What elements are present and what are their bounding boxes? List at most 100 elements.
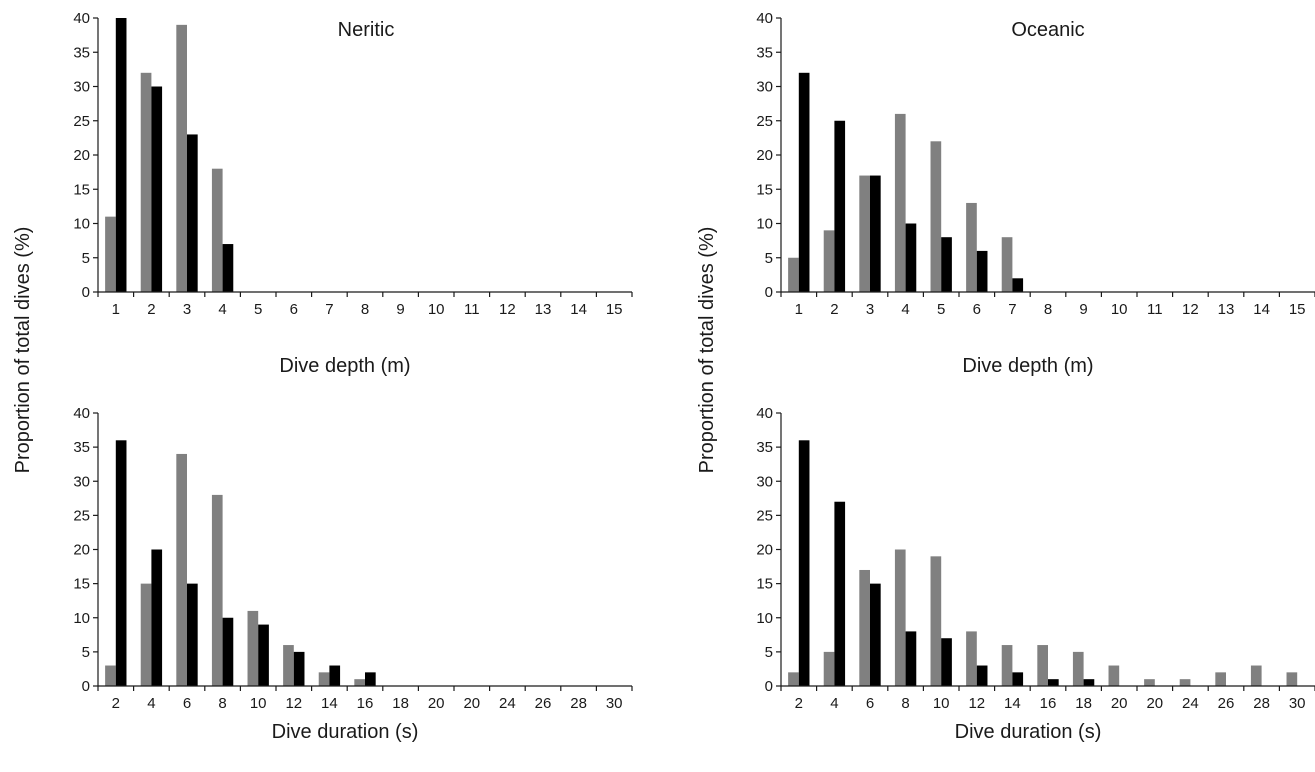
oceanic-duration-bar-s1-1 — [788, 672, 799, 686]
oceanic-duration-y-tick-label: 10 — [756, 610, 773, 627]
oceanic-depth-y-tick-label: 0 — [765, 284, 773, 301]
neritic-depth-x-tick-label: 10 — [428, 301, 445, 318]
neritic-depth-y-tick-label: 0 — [82, 284, 90, 301]
neritic-duration-y-tick-label: 30 — [73, 473, 90, 490]
oceanic-depth-y-tick-label: 30 — [756, 79, 773, 96]
oceanic-duration-x-tick-label: 8 — [901, 695, 909, 712]
oceanic-depth-y-tick-label: 40 — [756, 10, 773, 27]
oceanic-duration-x-tick-label: 20 — [1111, 695, 1128, 712]
neritic-depth-x-tick-label: 3 — [183, 301, 191, 318]
oceanic-duration-x-axis-title: Dive duration (s) — [955, 721, 1102, 743]
oceanic-duration-x-tick-label: 18 — [1075, 695, 1092, 712]
neritic-depth-bar-s1-4 — [211, 168, 223, 292]
neritic-depth-x-tick-label: 4 — [218, 301, 226, 318]
neritic-duration-x-tick-label: 12 — [285, 695, 302, 712]
neritic-duration-x-tick-label: 16 — [357, 695, 374, 712]
oceanic-duration-bar-s2-2 — [834, 501, 846, 686]
oceanic-duration-bar-s1-15 — [1286, 672, 1298, 686]
neritic-duration-bar-s2-5 — [258, 624, 269, 686]
neritic-depth-x-tick-label: 13 — [535, 301, 552, 318]
neritic-depth-x-tick-label: 14 — [570, 301, 587, 318]
oceanic-duration-x-tick-label: 2 — [795, 695, 803, 712]
oceanic-duration-bar-s1-9 — [1072, 651, 1084, 687]
oceanic-duration-y-tick-label: 30 — [756, 473, 773, 490]
neritic-duration-y-tick-label: 10 — [73, 610, 90, 627]
oceanic-duration-y-tick-label: 20 — [756, 542, 773, 559]
neritic-duration-bar-s1-3 — [176, 453, 187, 686]
neritic-duration-y-tick-label: 15 — [73, 576, 90, 593]
neritic-depth-x-tick-label: 8 — [361, 301, 369, 318]
neritic-duration-y-tick-label: 35 — [73, 439, 90, 456]
neritic-duration-x-tick-label: 30 — [606, 695, 623, 712]
neritic-depth-x-tick-label: 2 — [147, 301, 155, 318]
oceanic-depth-x-tick-label: 1 — [795, 301, 803, 318]
neritic-duration-x-tick-label: 6 — [183, 695, 191, 712]
oceanic-duration-x-tick-label: 4 — [830, 695, 838, 712]
neritic-duration-y-tick-label: 0 — [82, 678, 90, 695]
oceanic-duration-bar-s1-13 — [1215, 672, 1226, 686]
neritic-duration-x-tick-label: 14 — [321, 695, 338, 712]
oceanic-duration-bar-s2-5 — [941, 638, 952, 686]
oceanic-depth-bar-s2-1 — [798, 72, 810, 292]
neritic-depth-x-tick-label: 5 — [254, 301, 262, 318]
neritic-duration-x-tick-label: 20 — [463, 695, 480, 712]
oceanic-depth-x-tick-label: 5 — [937, 301, 945, 318]
oceanic-duration-x-tick-label: 26 — [1218, 695, 1235, 712]
neritic-duration-bar-s1-8 — [354, 679, 365, 686]
oceanic-depth-bar-s1-4 — [894, 113, 906, 293]
oceanic-duration-x-tick-label: 14 — [1004, 695, 1021, 712]
oceanic-duration-x-tick-label: 10 — [933, 695, 950, 712]
neritic-duration-x-tick-label: 28 — [570, 695, 587, 712]
oceanic-duration-bar-s2-7 — [1012, 672, 1024, 686]
neritic-duration-y-tick-label: 20 — [73, 542, 90, 559]
oceanic-depth-x-tick-label: 9 — [1079, 301, 1087, 318]
neritic-duration-y-tick-label: 40 — [73, 405, 90, 422]
oceanic-duration-x-tick-label: 30 — [1289, 695, 1306, 712]
neritic-depth-bar-s2-2 — [151, 86, 163, 292]
neritic-duration-x-tick-label: 8 — [218, 695, 226, 712]
oceanic-duration-bar-s2-1 — [798, 440, 810, 686]
oceanic-depth-bar-s2-7 — [1012, 278, 1024, 292]
oceanic-depth-bar-s1-6 — [966, 202, 977, 292]
oceanic-depth-bar-s1-1 — [788, 257, 799, 292]
neritic-depth-y-tick-label: 30 — [73, 79, 90, 96]
neritic-duration-bar-s2-7 — [329, 665, 341, 686]
oceanic-duration-bar-s2-8 — [1048, 679, 1059, 686]
neritic-duration-x-axis-title: Dive duration (s) — [272, 721, 419, 743]
oceanic-duration-bar-s2-3 — [870, 583, 881, 687]
oceanic-depth-x-tick-label: 11 — [1147, 301, 1163, 318]
neritic-duration-y-tick-label: 5 — [82, 644, 90, 661]
oceanic-depth-y-tick-label: 35 — [756, 44, 773, 61]
oceanic-duration-bar-s1-8 — [1037, 645, 1048, 686]
oceanic-duration-x-tick-label: 20 — [1146, 695, 1163, 712]
oceanic-duration-x-tick-label: 28 — [1253, 695, 1270, 712]
neritic-duration-x-tick-label: 24 — [499, 695, 516, 712]
neritic-depth-y-tick-label: 5 — [82, 250, 90, 267]
oceanic-depth-x-tick-label: 6 — [973, 301, 981, 318]
neritic-duration-bar-s1-2 — [140, 583, 152, 687]
oceanic-depth-panel-title: Oceanic — [1011, 19, 1084, 41]
oceanic-duration-y-tick-label: 5 — [765, 644, 773, 661]
neritic-duration-bar-s1-4 — [211, 494, 223, 686]
oceanic-duration-bar-s1-4 — [894, 549, 906, 686]
neritic-depth-x-tick-label: 12 — [499, 301, 516, 318]
neritic-duration-bar-s1-7 — [318, 672, 330, 686]
oceanic-duration-x-tick-label: 6 — [866, 695, 874, 712]
neritic-depth-y-tick-label: 40 — [73, 10, 90, 27]
neritic-depth-y-tick-label: 20 — [73, 147, 90, 164]
neritic-depth-y-tick-label: 10 — [73, 216, 90, 233]
oceanic-duration-bar-s1-10 — [1108, 665, 1120, 686]
neritic-depth-x-tick-label: 11 — [464, 301, 480, 318]
neritic-duration-y-tick-label: 25 — [73, 507, 90, 524]
oceanic-depth-bar-s2-3 — [870, 175, 881, 292]
neritic-depth-panel-title: Neritic — [338, 19, 395, 41]
neritic-depth-bar-s2-4 — [222, 244, 234, 292]
neritic-duration-x-tick-label: 18 — [392, 695, 409, 712]
neritic-depth-x-tick-label: 15 — [606, 301, 623, 318]
oceanic-duration-bar-s2-6 — [976, 665, 988, 686]
oceanic-duration-y-tick-label: 35 — [756, 439, 773, 456]
neritic-depth-x-tick-label: 1 — [112, 301, 120, 318]
neritic-duration-bar-s2-4 — [222, 617, 234, 686]
